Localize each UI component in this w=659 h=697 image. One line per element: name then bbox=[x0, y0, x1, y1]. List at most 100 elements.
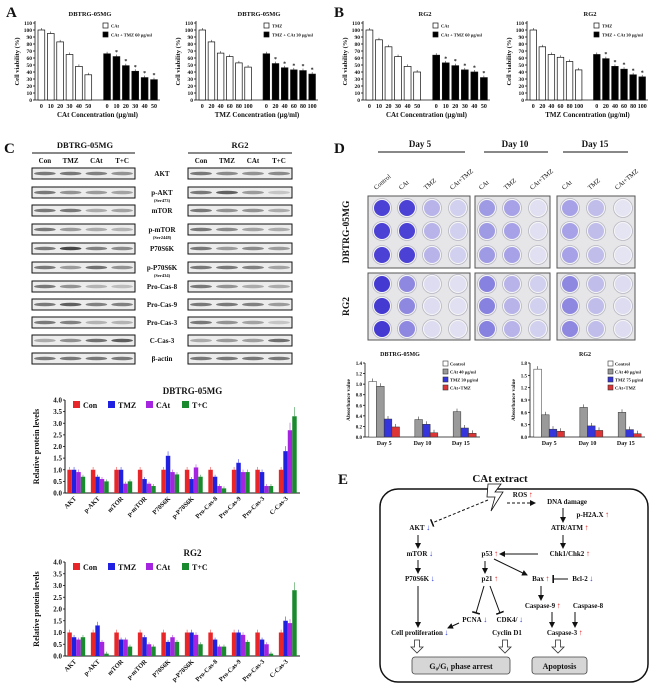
y-axis-title: Cell viability (%) bbox=[506, 37, 513, 85]
stained-colonies bbox=[588, 223, 604, 239]
y-tick-label: 1.5 bbox=[53, 617, 62, 625]
bar bbox=[538, 46, 546, 101]
well bbox=[422, 319, 442, 339]
blot-row-label: p-AKT bbox=[151, 189, 173, 197]
bar bbox=[579, 407, 588, 438]
outcome-label: Apoptosis bbox=[543, 662, 577, 671]
bar bbox=[240, 472, 246, 493]
stained-colonies bbox=[530, 276, 546, 292]
bar bbox=[95, 476, 100, 493]
protein-band bbox=[85, 227, 108, 232]
legend-label: CAt 40 µg/ml bbox=[615, 370, 642, 375]
x-tick-label: 20 bbox=[57, 104, 63, 110]
bar bbox=[235, 62, 243, 101]
lane-label: T+C bbox=[272, 157, 286, 165]
well bbox=[502, 319, 522, 339]
significance-mark: * bbox=[301, 64, 304, 70]
protein-band bbox=[59, 246, 82, 251]
bar bbox=[114, 632, 119, 656]
stained-colonies bbox=[588, 247, 604, 263]
bar bbox=[422, 424, 431, 438]
bar bbox=[240, 634, 246, 656]
stained-colonies bbox=[530, 321, 546, 337]
legend-swatch bbox=[108, 563, 115, 570]
x-tick-label: 20 bbox=[539, 104, 545, 110]
y-tick-label: 0.8 bbox=[356, 394, 363, 399]
protein-band bbox=[190, 208, 212, 213]
y-tick-label: 40 bbox=[519, 70, 525, 76]
protein-band bbox=[216, 320, 238, 325]
y-tick-label: 90 bbox=[519, 35, 525, 41]
bar bbox=[292, 590, 297, 656]
bar bbox=[283, 620, 288, 656]
y-tick-label: 50 bbox=[27, 63, 33, 69]
bar bbox=[90, 469, 96, 493]
stained-colonies bbox=[615, 200, 631, 216]
panel-label-e: E bbox=[338, 472, 348, 488]
y-tick-label: 100 bbox=[185, 28, 194, 34]
protein-band bbox=[242, 356, 264, 361]
blot-cell-line-title: DBTRG-05MG bbox=[57, 140, 114, 150]
blot-strip bbox=[31, 352, 136, 365]
bar bbox=[184, 469, 190, 493]
bar bbox=[150, 79, 158, 101]
bar bbox=[365, 29, 374, 101]
bar bbox=[67, 469, 72, 493]
bar bbox=[429, 432, 439, 438]
bar bbox=[547, 54, 556, 101]
legend-swatch bbox=[432, 22, 439, 29]
legend-label: TMZ + CAt 30 µg/ml bbox=[602, 33, 644, 38]
x-tick-label: 10 bbox=[48, 104, 54, 110]
up-arrow-icon: ↑ bbox=[545, 574, 549, 583]
protein-band bbox=[59, 265, 82, 270]
protein-band bbox=[59, 227, 82, 232]
bar bbox=[292, 416, 297, 493]
blot-strip bbox=[31, 204, 136, 217]
x-tick-label: 0 bbox=[40, 104, 43, 110]
bar bbox=[142, 637, 147, 656]
bar bbox=[184, 632, 190, 656]
protein-band bbox=[190, 302, 212, 307]
bar bbox=[212, 476, 218, 493]
y-tick-label: 70 bbox=[27, 49, 33, 55]
legend-swatch bbox=[607, 368, 614, 375]
protein-band bbox=[190, 190, 212, 195]
x-tick-label: Pro-Cas-9 bbox=[218, 495, 243, 520]
legend-swatch bbox=[102, 22, 109, 29]
blot-strip bbox=[187, 261, 293, 274]
stained-colonies bbox=[450, 200, 466, 216]
bar bbox=[620, 68, 628, 101]
x-tick-label: 80 bbox=[236, 104, 242, 110]
stained-colonies bbox=[424, 276, 440, 292]
bar bbox=[207, 41, 216, 101]
x-tick-label: Day 10 bbox=[579, 441, 597, 447]
blot-row-sublabel: (Ser2448) bbox=[153, 235, 172, 240]
bar bbox=[556, 56, 565, 101]
protein-band bbox=[111, 265, 133, 270]
bar bbox=[104, 481, 109, 493]
bar bbox=[217, 646, 222, 656]
bar bbox=[245, 472, 250, 493]
legend-label: TMZ bbox=[602, 24, 612, 29]
legend-swatch bbox=[593, 22, 600, 29]
y-tick-label: 80 bbox=[27, 42, 33, 48]
pathway-node-cas9: Caspase-9 bbox=[525, 602, 556, 610]
x-tick-label: 0 bbox=[595, 104, 598, 110]
protein-band bbox=[59, 320, 82, 325]
bar bbox=[142, 479, 147, 493]
lane-label: CAt bbox=[247, 157, 260, 165]
protein-band bbox=[85, 338, 108, 343]
chart-title: DBTRG-05MG bbox=[238, 11, 281, 18]
pathway-node-bax: Bax bbox=[532, 575, 544, 583]
legend-label: T+C bbox=[192, 401, 208, 410]
bar bbox=[452, 411, 462, 438]
y-tick-label: 0.6 bbox=[521, 411, 528, 416]
bar bbox=[403, 66, 412, 101]
protein-band bbox=[216, 338, 238, 343]
legend-label: Con bbox=[83, 401, 98, 410]
legend-swatch bbox=[593, 31, 600, 38]
protein-band bbox=[111, 338, 133, 343]
well bbox=[586, 221, 606, 241]
stained-colonies bbox=[374, 298, 390, 314]
well bbox=[613, 296, 633, 316]
